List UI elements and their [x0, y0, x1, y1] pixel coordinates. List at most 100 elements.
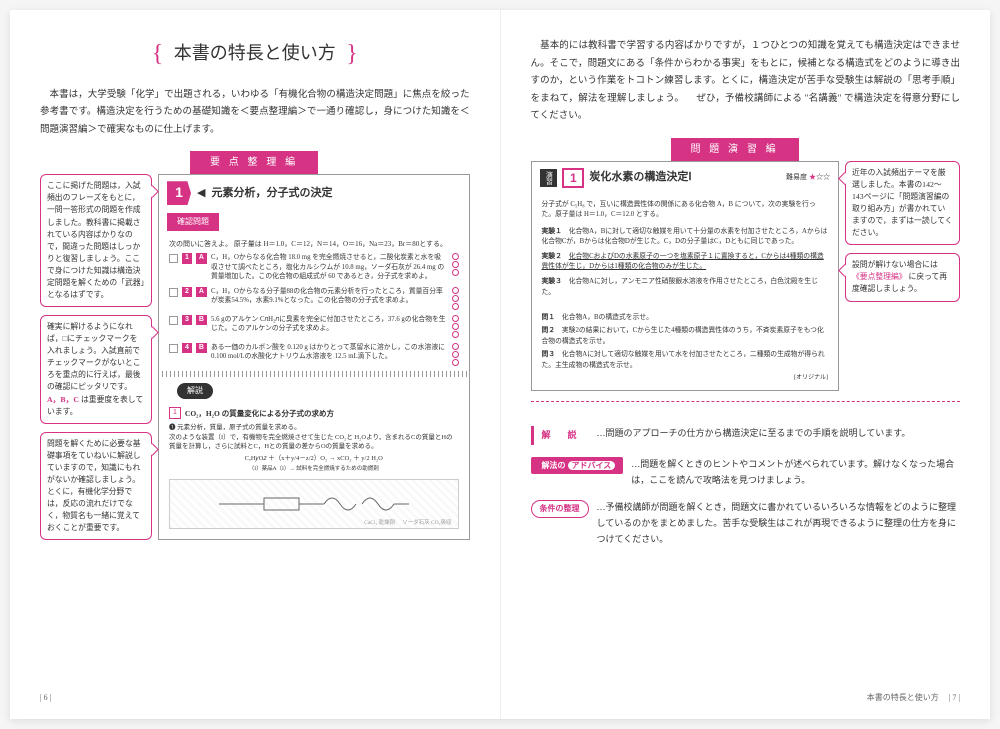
problem-rank: A: [196, 287, 207, 298]
guide-item-2: 解法のアドバイス …問題を解くときのヒントやコメントが述べられています。解けなく…: [531, 457, 961, 489]
q3: 問３ 化合物Aに対して適切な触媒を用いて水を付加させたところ，二種類の生成物が得…: [542, 350, 829, 371]
checkbox-icon: [169, 254, 178, 263]
callout-r1-text: 近年の入試頻出テーマを厳選しました。本書の142～143ページに「問題演習編の取…: [852, 168, 953, 237]
box-header: 1 ◀ 元素分析，分子式の決定: [159, 175, 469, 211]
right-content-area: 演習 1 炭化水素の構造決定Ⅰ 難易度 ★☆☆ 分子式が C₅H₈ で，互いに構…: [531, 161, 961, 391]
guide-text-2: …問題を解くときのヒントやコメントが述べられています。解けなくなった場合は，ここ…: [631, 457, 960, 489]
page-number-right: 本書の特長と使い方 | 7 |: [867, 691, 960, 705]
problem-item-2: 2 A C，H，Oからなる分子量88の化合物の元素分析を行ったところ，質量百分率…: [169, 287, 459, 310]
circles-icon: [452, 287, 459, 310]
problem-rank: B: [196, 315, 207, 326]
practice-header: 演習 1 炭化水素の構造決定Ⅰ 難易度 ★☆☆: [532, 162, 839, 194]
q1: 問１ 化合物A，Bの構造式を示せ。: [542, 313, 829, 324]
q3-text: 化合物Aに対して適切な触媒を用いて水を付加させたところ，二種類の生成物が得られた…: [542, 351, 825, 369]
apparatus-svg: [214, 484, 414, 524]
confirm-tab: 確認問題: [167, 213, 219, 231]
problem-num: 1: [182, 253, 192, 264]
guide-text-1: …問題のアプローチの仕方から構造決定に至るまでの手順を説明しています。: [597, 426, 960, 442]
circles-icon: [452, 315, 459, 338]
diagram-labels: CaCl₂ 乾燥剤 ソーダ石灰 CO₂吸収: [364, 520, 451, 527]
exercise-title: 炭化水素の構造決定Ⅰ: [589, 168, 691, 187]
problem-item-4: 4 B ある一価のカルボン酸を 0.120 g はかりとって蒸留水に溶かし，この…: [169, 343, 459, 366]
practice-intro: 分子式が C₅H₈ で，互いに構造異性体の関係にある化合物 A，B について，次…: [542, 200, 829, 221]
problem-text: 5.6 gのアルケン C𝑛H₂𝑛に臭素を完全に付加させたところ，37.6 gの化…: [211, 315, 448, 334]
callout-2b: A，B，C: [47, 395, 79, 404]
page-title: { 本書の特長と使い方 }: [160, 38, 350, 69]
page-number-left: | 6 |: [40, 691, 51, 705]
checkbox-icon: [169, 344, 178, 353]
problem-text: C，H，Oからなる分子量88の化合物の元素分析を行ったところ，質量百分率が炭素5…: [211, 287, 448, 306]
solution-header: 1 CO₂，H₂O の質量変化による分子式の求め方: [169, 407, 459, 420]
problem-num: 2: [182, 287, 192, 298]
exp-1: 実験１ 化合物A，Bに対して適切な触媒を用いて十分量の水素を付加させたところ，A…: [542, 227, 829, 248]
q2-label: 問２: [542, 327, 556, 334]
q3-label: 問３: [542, 351, 556, 358]
circles-icon: [452, 343, 459, 366]
solution-title: CO₂，H₂O の質量変化による分子式の求め方: [185, 408, 334, 419]
pn-label: 本書の特長と使い方: [867, 693, 939, 702]
practice-body: 分子式が C₅H₈ で，互いに構造異性体の関係にある化合物 A，B について，次…: [532, 194, 839, 390]
exercise-badge: 演習: [540, 169, 558, 187]
solution-tab: 解説: [177, 383, 213, 399]
title-wrap: { 本書の特長と使い方 }: [40, 38, 470, 69]
diag-label-2: ソーダ石灰 CO₂吸収: [402, 520, 451, 526]
diag-label-1: CaCl₂ 乾燥剤: [364, 520, 395, 526]
callouts-left: ここに掲げた問題は，入試頻出のフレーズをもとに，一問一答形式の問題を作成しました…: [40, 174, 152, 540]
chapter-number-badge: 1: [167, 181, 191, 205]
practice-box: 演習 1 炭化水素の構造決定Ⅰ 難易度 ★☆☆ 分子式が C₅H₈ で，互いに構…: [531, 161, 840, 391]
callout-1-text: ここに掲げた問題は，入試頻出のフレーズをもとに，一問一答形式の問題を作成しました…: [47, 181, 144, 299]
right-intro: 基本的には教科書で学習する内容ばかりですが，１つひとつの知識を覚えても構造決定は…: [531, 38, 961, 126]
problem-num: 4: [182, 343, 192, 354]
callout-r2a: 設問が解けない場合には: [852, 260, 938, 269]
q2: 問２ 実験2の結果において，Cから生じた4種類の構造異性体のうち，不斉炭素原子を…: [542, 326, 829, 347]
q1-label: 問１: [542, 314, 556, 321]
solution-num: 1: [169, 407, 181, 420]
formula: CₓH𝑦O𝑧 ＋（x＋y/4－z/2）O₂ → xCO₂ ＋ y/2 H₂O: [169, 454, 459, 463]
brace-right-icon: }: [346, 34, 358, 75]
section-tab-practice: 問 題 演 習 編: [671, 138, 799, 161]
callout-3-text: 問題を解くために必要な基礎事項をていねいに解説していますので，知識にもれがないか…: [47, 439, 141, 533]
problem-num: 3: [182, 315, 192, 326]
q2-text: 実験2の結果において，Cから生じた4種類の構造異性体のうち，不斉炭素原子をもつ化…: [542, 327, 824, 345]
callout-r2b: 《要点整理編》: [852, 272, 907, 281]
formula-note: （I）薬品A（I）→ 試料を完全燃焼するための助燃剤: [169, 466, 459, 474]
exp-2: 実験２ 化合物CおよびDの水素原子の一つを塩素原子１に置換すると，Cからは4種類…: [542, 252, 829, 273]
g2-tag-a: 解法の: [542, 461, 566, 470]
problem-rank: B: [196, 343, 207, 354]
essentials-box: 1 ◀ 元素分析，分子式の決定 確認問題 次の問いに答えよ。 原子量は H＝1.…: [158, 174, 470, 540]
exercise-number: 1: [562, 168, 584, 188]
intro-text: 本書は，大学受験「化学」で出題される，いわゆる「有機化合物の構造決定問題」に焦点…: [40, 87, 470, 140]
g2-tag-b: アドバイス: [568, 461, 616, 470]
chapter-title: 元素分析，分子式の決定: [211, 184, 332, 203]
exp2-text: 化合物CおよびDの水素原子の一つを塩素原子１に置換すると，Cからは4種類の構造異…: [542, 253, 824, 271]
callout-3: 問題を解くために必要な基礎事項をていねいに解説していますので，知識にもれがないか…: [40, 432, 152, 541]
guide-tag-explanation: 解 説: [531, 426, 589, 445]
guide-list: 解 説 …問題のアプローチの仕方から構造決定に至るまでの手順を説明しています。 …: [531, 426, 961, 548]
section-tab-essentials: 要 点 整 理 編: [190, 151, 318, 174]
star-icon: ★: [809, 174, 816, 181]
problem-rank: A: [196, 253, 207, 264]
box-body: 次の問いに答えよ。 原子量は H＝1.0，C＝12，N＝14，O＝16，Na＝2…: [159, 235, 469, 538]
exp-3: 実験３ 化合物Aに対し，アンモニア性硝酸銀水溶液を作用させたところ，白色沈殿を生…: [542, 277, 829, 298]
exp3-text: 化合物Aに対し，アンモニア性硝酸銀水溶液を作用させたところ，白色沈殿を生じた。: [542, 278, 819, 296]
diff-label: 難易度: [786, 174, 807, 181]
guide-item-1: 解 説 …問題のアプローチの仕方から構造決定に至るまでの手順を説明しています。: [531, 426, 961, 445]
checkbox-icon: [169, 288, 178, 297]
callout-r1: 近年の入試頻出テーマを厳選しました。本書の142～143ページに「問題演習編の取…: [845, 161, 960, 245]
arrow-icon: ◀: [197, 184, 205, 203]
wavy-divider: [159, 371, 469, 377]
solution-step: ❶ 元素分析，質量，原子式の質量を求める。: [169, 423, 459, 432]
exp1-text: 化合物A，Bに対して適切な触媒を用いて十分量の水素を付加させたところ，Aからは化…: [542, 228, 828, 246]
q1-text: 化合物A，Bの構造式を示せ。: [562, 314, 653, 321]
guide-tag-conditions: 条件の整理: [531, 500, 589, 518]
callout-1: ここに掲げた問題は，入試頻出のフレーズをもとに，一問一答形式の問題を作成しました…: [40, 174, 152, 307]
checkbox-icon: [169, 316, 178, 325]
difficulty: 難易度 ★☆☆: [786, 172, 830, 184]
exp1-label: 実験１: [542, 228, 562, 235]
right-page: 基本的には教科書で学習する内容ばかりですが，１つひとつの知識を覚えても構造決定は…: [501, 10, 991, 719]
pn-num: | 7 |: [949, 693, 960, 702]
exp3-label: 実験３: [542, 278, 562, 285]
callout-2a: 確実に解けるようになれば，□にチェックマークを入れましょう。入試直前でチェックマ…: [47, 322, 141, 391]
problem-intro: 次の問いに答えよ。 原子量は H＝1.0，C＝12，N＝14，O＝16，Na＝2…: [169, 239, 459, 250]
callout-r2: 設問が解けない場合には 《要点整理編》 に戻って再度確認しましょう。: [845, 253, 960, 301]
